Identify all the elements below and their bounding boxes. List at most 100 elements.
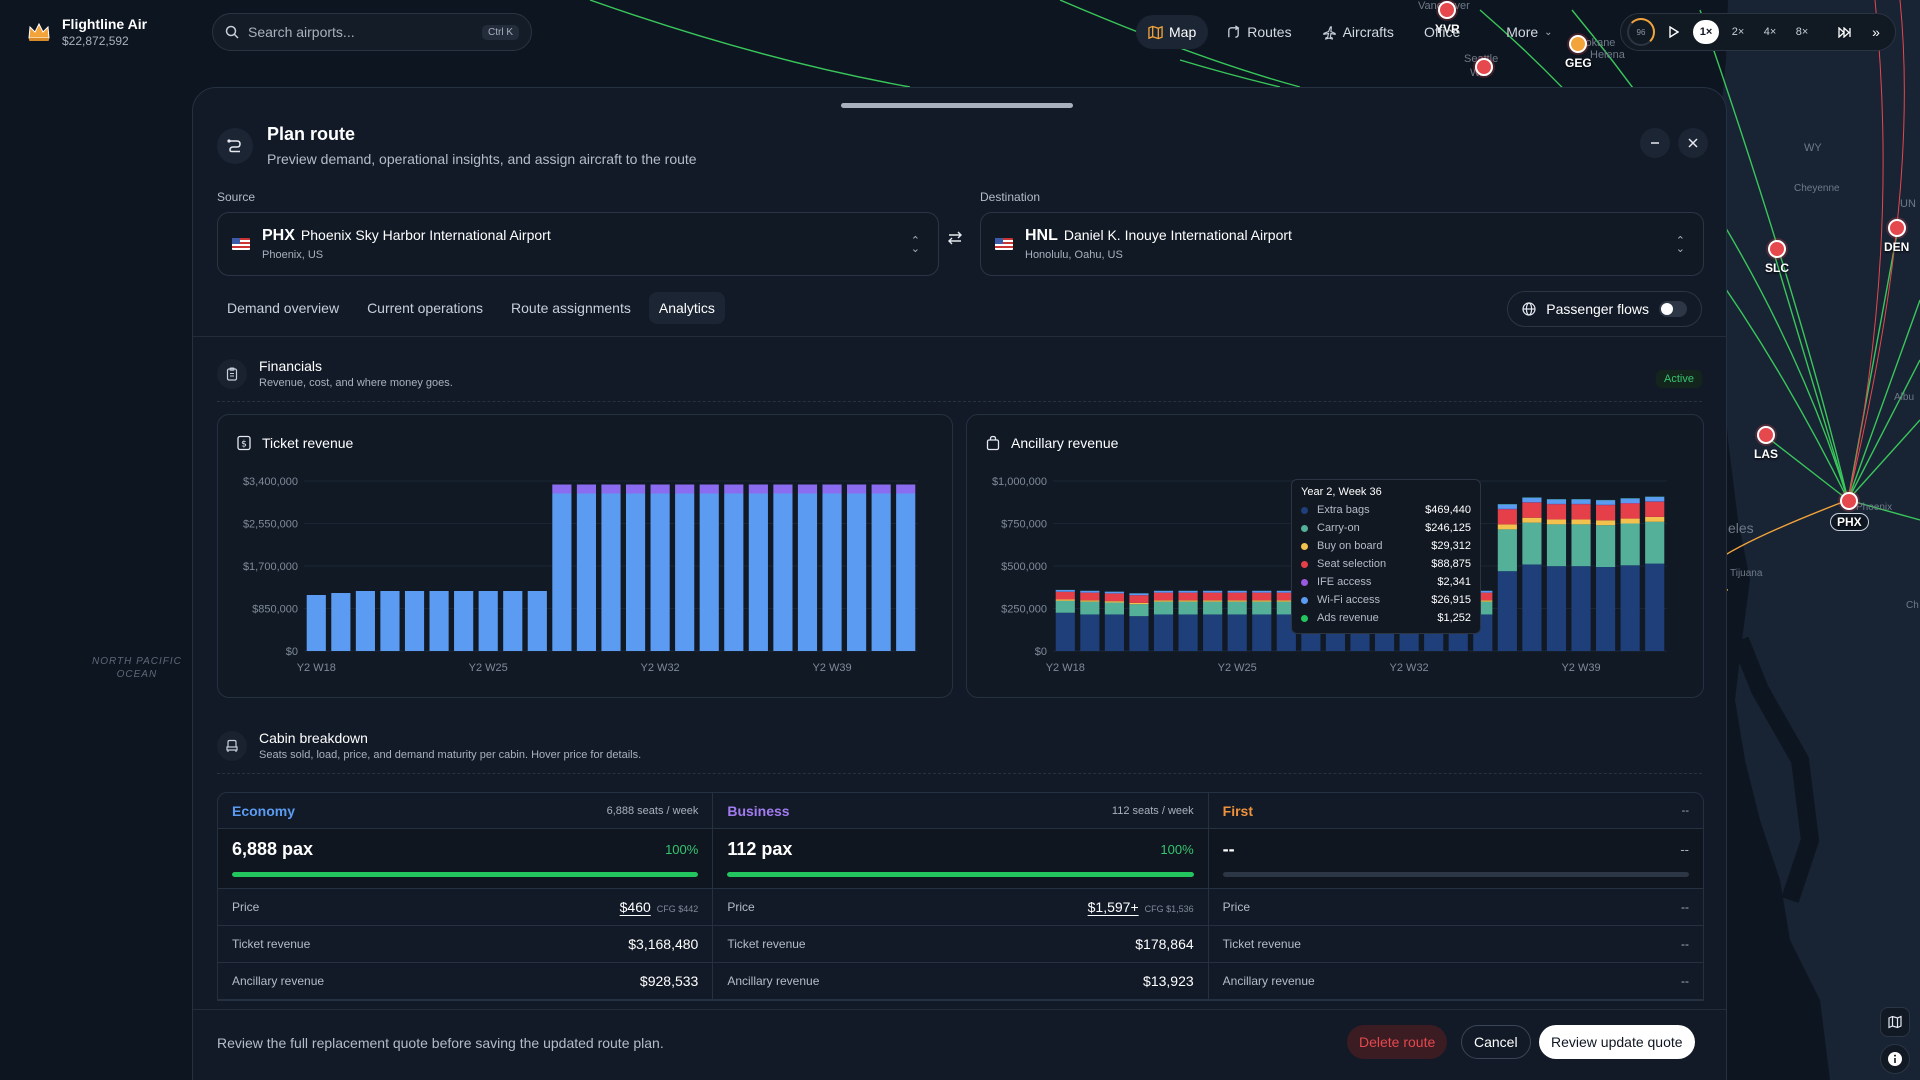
speed-4x-button[interactable]: 4× <box>1763 26 1777 38</box>
page-subtitle: Preview demand, operational insights, an… <box>267 151 697 167</box>
bar-segment <box>380 591 400 651</box>
legend-swatch <box>1301 542 1308 550</box>
bar-segment <box>1571 519 1591 525</box>
nav-more[interactable]: More ⌄ <box>1494 15 1564 49</box>
shopping-bag-icon <box>986 435 1000 451</box>
bar-segment <box>1055 591 1075 600</box>
tab-current-operations[interactable]: Current operations <box>367 300 484 316</box>
minimize-button[interactable] <box>1640 128 1670 158</box>
bar-segment <box>1620 498 1640 504</box>
bar-segment <box>1055 599 1075 601</box>
bar-segment <box>1203 601 1223 615</box>
source-code: PHX <box>262 227 295 244</box>
tooltip-value: $2,341 <box>1437 576 1471 588</box>
y-tick-label: $0 <box>286 646 298 658</box>
search-bar[interactable]: Ctrl K <box>212 13 532 51</box>
airport-marker-geg[interactable]: GEG <box>1565 35 1592 70</box>
search-input[interactable] <box>248 24 473 40</box>
cancel-button[interactable]: Cancel <box>1461 1025 1531 1059</box>
tab-analytics[interactable]: Analytics <box>648 292 725 324</box>
ticket-revenue-chart[interactable]: $3,400,000 $2,550,000 $1,700,000 $850,000 $0… <box>218 415 954 699</box>
airport-marker-yvr[interactable]: YVR <box>1435 1 1460 36</box>
close-button[interactable] <box>1678 128 1708 158</box>
bar-segment <box>1104 591 1124 594</box>
bar-segment <box>1129 593 1149 596</box>
bar-segment <box>1178 592 1198 601</box>
ticket-revenue-header: $ Ticket revenue <box>236 435 353 451</box>
cabin-price[interactable]: $460 <box>619 899 651 915</box>
close-icon <box>1688 138 1698 148</box>
review-update-quote-button[interactable]: Review update quote <box>1539 1025 1695 1059</box>
tooltip-label: Carry-on <box>1317 522 1360 534</box>
destination-airport-select[interactable]: HNL Daniel K. Inouye International Airpor… <box>980 212 1704 276</box>
speed-8x-button[interactable]: 8× <box>1795 26 1809 38</box>
swap-airports-button[interactable] <box>944 227 966 249</box>
speed-2x-button[interactable]: 2× <box>1731 26 1745 38</box>
bar-segment <box>1546 504 1567 520</box>
financials-header: Financials Revenue, cost, and where mone… <box>217 358 453 389</box>
cabin-price[interactable]: $1,597+ <box>1087 899 1139 915</box>
tab-route-assignments[interactable]: Route assignments <box>511 300 631 316</box>
swap-icon <box>948 231 962 245</box>
y-tick-label: $750,000 <box>1001 519 1047 531</box>
bar-segment <box>1153 590 1174 593</box>
legend-swatch <box>1301 614 1308 622</box>
airport-dot <box>1840 492 1859 510</box>
bar-segment <box>724 484 744 494</box>
ancillary-revenue-header: Ancillary revenue <box>985 435 1118 451</box>
cabin-seats: 112 seats / week <box>1111 804 1194 817</box>
passenger-flows-toggle[interactable]: Passenger flows <box>1507 291 1702 327</box>
bar-segment <box>1178 600 1198 602</box>
tab-demand-overview[interactable]: Demand overview <box>227 300 340 316</box>
bar-segment <box>1153 600 1174 602</box>
passenger-flows-switch[interactable] <box>1659 301 1687 317</box>
map-layers-button[interactable] <box>1880 1007 1910 1037</box>
skip-forward-button[interactable] <box>1831 20 1857 44</box>
bar-segment <box>1645 501 1665 517</box>
bar-segment <box>1546 524 1567 567</box>
row-label: Price <box>1222 900 1250 914</box>
place-label: Cheyenne <box>1794 183 1840 194</box>
drag-handle[interactable] <box>841 103 1073 108</box>
brand[interactable]: Flightline Air $22,872,592 <box>26 16 147 48</box>
nav-routes[interactable]: Routes <box>1214 15 1303 49</box>
airport-marker-las[interactable]: LAS <box>1754 426 1778 461</box>
bar-segment <box>773 484 793 494</box>
bar-segment <box>527 591 547 651</box>
cabin-column-business: Business 112 seats / week 112 pax 100% Pri… <box>713 793 1209 1000</box>
cabin-ancillary-revenue: -- <box>1680 974 1689 988</box>
tooltip-value: $88,875 <box>1431 558 1471 570</box>
speed-1x-button[interactable]: 1× <box>1693 20 1719 44</box>
airport-code: GEG <box>1565 56 1592 70</box>
airport-dot <box>1438 1 1457 19</box>
row-label: Price <box>232 900 260 914</box>
nav-aircrafts[interactable]: Aircrafts <box>1310 15 1406 49</box>
info-button[interactable] <box>1880 1044 1910 1074</box>
bar-segment <box>699 493 719 651</box>
airport-marker-den[interactable]: DEN <box>1884 219 1909 254</box>
nav-office[interactable]: Office <box>1412 15 1472 49</box>
play-button[interactable] <box>1661 20 1687 44</box>
legend-swatch <box>1301 560 1308 568</box>
airport-marker-slc[interactable]: SLC <box>1765 240 1789 275</box>
financials-title: Financials <box>259 358 323 374</box>
tooltip-value: $29,312 <box>1431 540 1471 552</box>
delete-route-button[interactable]: Delete route <box>1347 1025 1448 1059</box>
row-label: Ancillary revenue <box>232 974 325 988</box>
bar-segment <box>1473 590 1493 593</box>
chevron-up-down-icon: ⌃ ⌄ <box>910 235 920 255</box>
bar-segment <box>1178 614 1198 651</box>
bar-segment <box>773 493 793 651</box>
destination-name: Daniel K. Inouye International Airport <box>1063 227 1292 243</box>
nav-map[interactable]: Map <box>1136 15 1209 49</box>
bar-segment <box>1276 600 1296 602</box>
bar-segment <box>552 493 572 651</box>
cabin-ticket-revenue: $3,168,480 <box>628 936 699 952</box>
legend-swatch <box>1301 596 1308 604</box>
airport-code: DEN <box>1884 240 1910 254</box>
airport-marker-sea[interactable] <box>1475 58 1493 76</box>
fast-forward-button[interactable]: » <box>1863 20 1889 44</box>
source-city: Phoenix, US <box>262 249 324 261</box>
source-airport-select[interactable]: PHX Phoenix Sky Harbor International Airp… <box>217 212 939 276</box>
airport-marker-phx[interactable]: PHX <box>1830 492 1869 531</box>
